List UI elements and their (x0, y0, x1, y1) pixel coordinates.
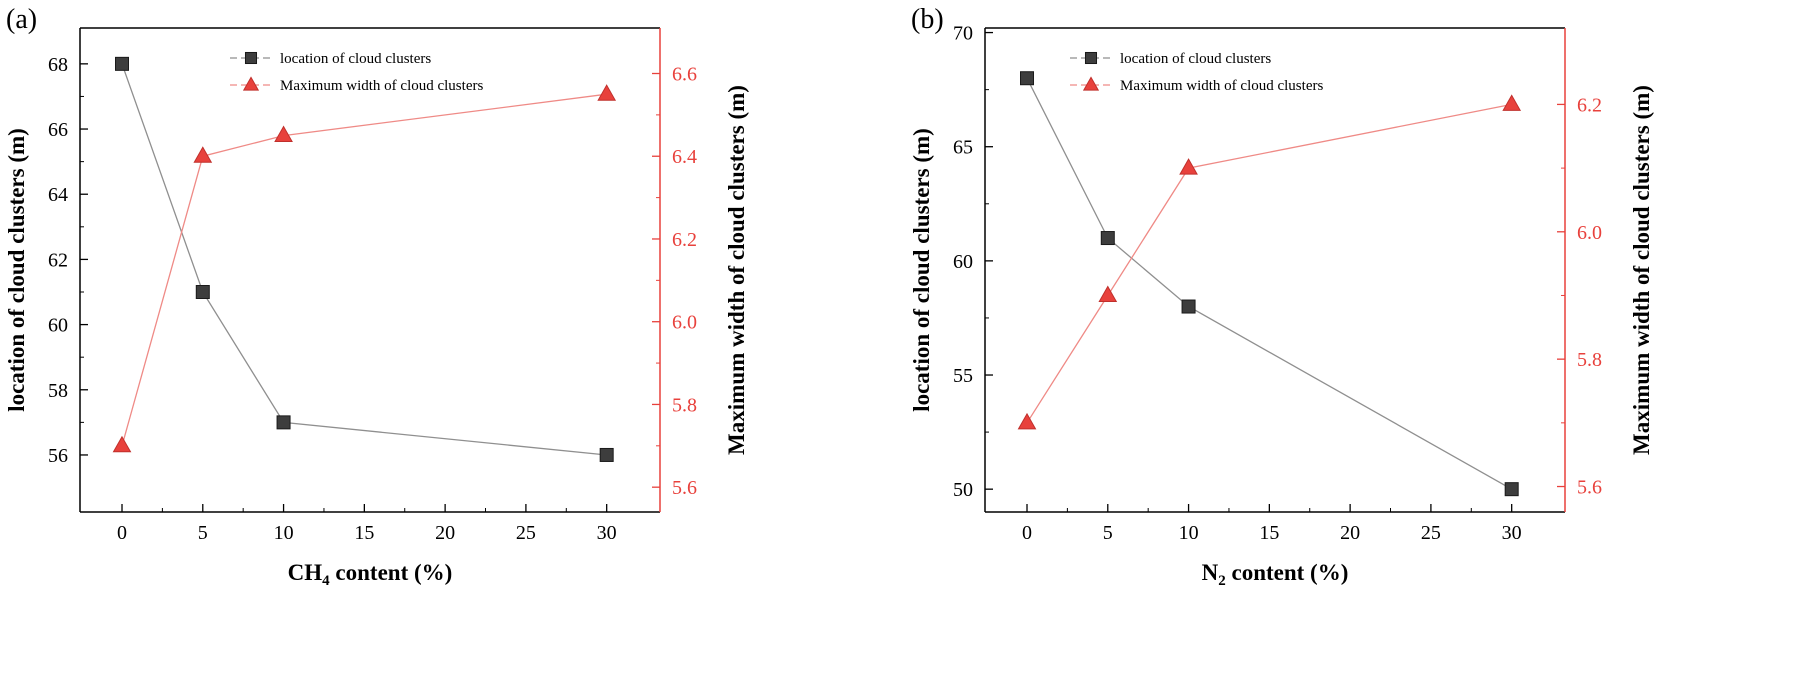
x-tick-label: 20 (435, 522, 455, 544)
triangle-marker (1098, 285, 1118, 302)
x-tick-label: 15 (1259, 522, 1279, 544)
triangle-marker (1179, 158, 1198, 175)
legend-item: Maximum width of cloud clusters (1070, 76, 1323, 94)
square-marker (1100, 231, 1115, 246)
square-marker (1181, 299, 1196, 314)
y-axis-right: 5.6 5.8 6.0 6.2 Maximum width of cloud clust… (1557, 85, 1654, 499)
panel-label-a: (a) (6, 4, 38, 35)
y-left-tick-label: 65 (953, 137, 973, 159)
series-max-width (1017, 94, 1522, 430)
chart-panel-b: (b) 0 5 10 15 20 25 30 N2 content (%) 50 55 60 65 70… (905, 0, 1805, 686)
y-right-tick-label: 6.2 (1577, 94, 1602, 116)
x-tick-label: 10 (1179, 522, 1199, 544)
x-tick-label: 10 (274, 522, 294, 544)
x-tick-label: 30 (597, 522, 617, 544)
legend-item: location of cloud clusters (1070, 51, 1271, 67)
y-right-tick-label: 6.4 (672, 146, 697, 168)
legend-item: location of cloud clusters (230, 51, 431, 67)
square-marker (599, 447, 614, 462)
y-right-tick-label: 6.0 (672, 312, 697, 334)
legend-label: location of cloud clusters (1120, 51, 1271, 67)
legend-item: Maximum width of cloud clusters (230, 76, 483, 94)
chart-panel-a: (a) 0 5 10 15 20 25 30 CH4 content (%) 56 58 60 62 6… (0, 0, 900, 686)
square-marker (1504, 482, 1519, 497)
x-tick-label: 30 (1502, 522, 1522, 544)
series-line (121, 93, 607, 446)
series-location (115, 56, 614, 462)
y-axis-left-title: location of cloud clusters (m) (4, 128, 29, 412)
y-left-tick-label: 58 (48, 380, 68, 402)
y-axis-right-title: Maximum width of cloud clusters (m) (724, 85, 749, 455)
triangle-marker (193, 146, 213, 163)
triangle-marker (274, 125, 293, 143)
square-marker (115, 56, 130, 71)
square-marker (276, 415, 291, 430)
series-location (1020, 71, 1519, 497)
y-left-tick-label: 56 (48, 445, 68, 467)
triangle-marker (242, 76, 260, 91)
y-left-tick-label: 55 (953, 365, 973, 387)
x-axis: 0 5 10 15 20 25 30 CH4 content (%) (117, 504, 617, 589)
x-tick-label: 5 (198, 522, 208, 544)
chart-canvas-a: 0 5 10 15 20 25 30 CH4 content (%) 56 58 60 62 64 66 6… (4, 27, 749, 589)
y-axis-left: 56 58 60 62 64 66 68 location of cloud clusters… (4, 54, 88, 467)
square-marker (195, 285, 210, 299)
x-axis-title: N2 content (%) (1202, 560, 1349, 589)
y-right-tick-label: 6.0 (1577, 222, 1602, 244)
y-axis-right-title: Maximum width of cloud clusters (m) (1629, 85, 1654, 455)
series-line (1026, 77, 1513, 490)
square-marker (1020, 71, 1035, 86)
y-left-tick-label: 70 (953, 23, 973, 45)
y-right-tick-label: 5.8 (672, 394, 697, 416)
y-left-tick-label: 50 (953, 479, 973, 501)
x-tick-label: 5 (1103, 522, 1113, 544)
triangle-marker (112, 435, 132, 453)
x-tick-label: 20 (1340, 522, 1360, 544)
plot-frame (984, 27, 1566, 513)
square-marker (1084, 51, 1098, 65)
legend-label: Maximum width of cloud clusters (1120, 78, 1323, 94)
square-marker (244, 51, 258, 65)
x-tick-label: 25 (516, 522, 536, 544)
x-axis: 0 5 10 15 20 25 30 N2 content (%) (1022, 504, 1522, 589)
series-max-width (112, 84, 617, 453)
y-left-tick-label: 60 (48, 315, 68, 337)
series-line (121, 63, 607, 456)
y-right-tick-label: 6.2 (672, 229, 697, 251)
x-tick-label: 15 (354, 522, 374, 544)
y-right-tick-label: 5.6 (1577, 477, 1602, 499)
triangle-marker (1017, 412, 1037, 430)
x-tick-label: 25 (1421, 522, 1441, 544)
triangle-marker (1502, 94, 1522, 111)
y-axis-left-title: location of cloud clusters (m) (909, 128, 934, 412)
y-right-tick-label: 5.8 (1577, 349, 1602, 371)
chart-canvas-b: 0 5 10 15 20 25 30 N2 content (%) 50 55 60 65 70 loca… (909, 23, 1654, 589)
y-left-tick-label: 68 (48, 54, 68, 76)
legend: location of cloud clusters Maximum width … (1070, 51, 1323, 94)
x-tick-label: 0 (1022, 522, 1032, 544)
triangle-marker (597, 84, 617, 101)
legend-label: Maximum width of cloud clusters (280, 78, 483, 94)
panel-label-b: (b) (911, 4, 944, 35)
x-axis-title: CH4 content (%) (288, 560, 453, 589)
plot-frame (79, 27, 661, 513)
y-left-tick-label: 64 (48, 184, 68, 206)
y-left-tick-label: 66 (48, 119, 68, 141)
legend-label: location of cloud clusters (280, 51, 431, 67)
y-left-tick-label: 62 (48, 249, 68, 271)
y-axis-left: 50 55 60 65 70 location of cloud clusters (m) (909, 23, 993, 501)
y-left-tick-label: 60 (953, 251, 973, 273)
legend: location of cloud clusters Maximum width … (230, 51, 483, 94)
x-tick-label: 0 (117, 522, 127, 544)
y-right-tick-label: 6.6 (672, 64, 697, 86)
y-axis-right: 5.6 5.8 6.0 6.2 6.4 6.6 Maximum width of cloud… (652, 64, 749, 499)
y-right-tick-label: 5.6 (672, 477, 697, 499)
series-line (1026, 103, 1512, 424)
triangle-marker (1082, 76, 1100, 91)
